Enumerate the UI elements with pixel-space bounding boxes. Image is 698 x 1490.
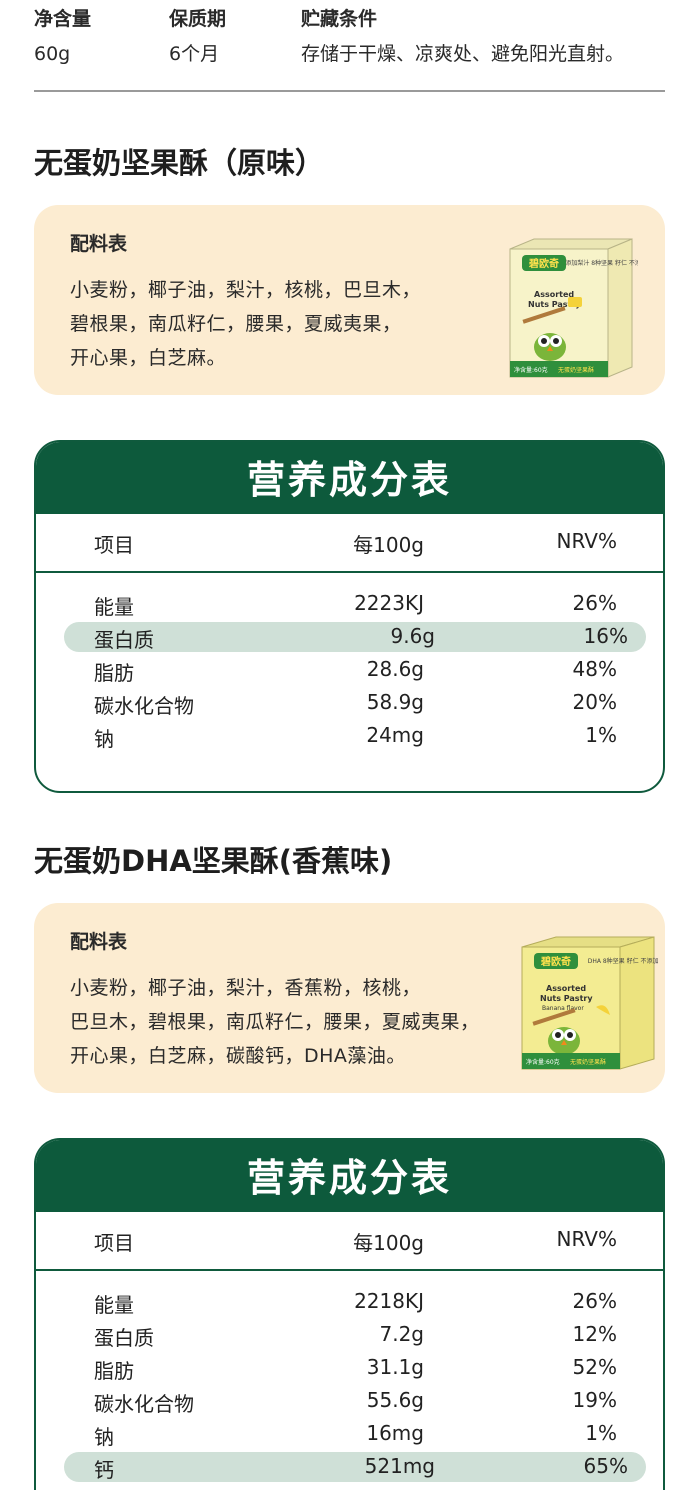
column-header-item: 项目: [94, 1231, 134, 1255]
table-row: 脂肪 31.1g 52%: [36, 1353, 663, 1383]
product-box-image: 碧欧奇 Assorted Nuts Pastry 净含量:60克 无蛋奶坚果酥 …: [498, 235, 675, 380]
ingredients-heading: 配料表: [70, 233, 128, 255]
box-name-en2: Nuts Pastry: [540, 994, 593, 1003]
nutrient-nrv: 26%: [572, 591, 617, 615]
column-header-per100g: 每100g: [353, 1231, 424, 1255]
nutrient-nrv: 19%: [572, 1388, 617, 1412]
nutrient-name: 能量: [94, 1293, 134, 1317]
column-header-nrv: NRV%: [556, 529, 617, 553]
table-row: 脂肪 28.6g 48%: [36, 655, 663, 685]
nutrient-per100g: 16mg: [366, 1421, 424, 1445]
spec-label: 保质期: [169, 8, 227, 30]
box-cn-name: 无蛋奶坚果酥: [558, 366, 594, 374]
spec-value: 60g: [34, 43, 71, 65]
nutrient-per100g: 9.6g: [390, 624, 435, 648]
table-row: 钠 16mg 1%: [36, 1419, 663, 1449]
box-net-weight: 净含量:60克: [526, 1058, 560, 1066]
product-box-image: 碧欧奇 Assorted Nuts Pastry Banana flavor 净…: [518, 935, 686, 1075]
nutrient-per100g: 521mg: [364, 1454, 435, 1478]
box-name-en: Assorted: [534, 290, 574, 299]
column-header-nrv: NRV%: [556, 1227, 617, 1251]
nutrient-per100g: 2223KJ: [354, 591, 424, 615]
product-title: 无蛋奶DHA坚果酥(香蕉味): [34, 844, 393, 878]
nutrient-per100g: 31.1g: [366, 1355, 424, 1379]
ingredients-line: 开心果，白芝麻。: [70, 347, 227, 369]
nutrient-per100g: 55.6g: [366, 1388, 424, 1412]
nutrient-per100g: 58.9g: [366, 690, 424, 714]
nutrient-name: 脂肪: [94, 661, 134, 685]
ingredients-line: 巴旦木，碧根果，南瓜籽仁，腰果，夏威夷果，: [70, 1011, 480, 1033]
nutrient-per100g: 7.2g: [379, 1322, 424, 1346]
nutrient-per100g: 2218KJ: [354, 1289, 424, 1313]
box-brand: 碧欧奇: [540, 955, 571, 968]
table-row: 能量 2218KJ 26%: [36, 1287, 663, 1317]
table-row: 钠 24mg 1%: [36, 721, 663, 751]
nutrient-name: 钙: [94, 1458, 114, 1482]
nutrient-nrv: 26%: [572, 1289, 617, 1313]
nutrient-nrv: 48%: [572, 657, 617, 681]
nutrient-name: 脂肪: [94, 1359, 134, 1383]
ingredients-card: 配料表 小麦粉，椰子油，梨汁，核桃，巴旦木， 碧根果，南瓜籽仁，腰果，夏威夷果，…: [34, 205, 675, 395]
column-header-item: 项目: [94, 533, 134, 557]
spec-value: 6个月: [169, 43, 220, 65]
spec-value: 存储于干燥、凉爽处、避免阳光直射。: [301, 43, 625, 65]
nutrition-table-title: 营养成分表: [36, 1140, 663, 1212]
nutrition-table-header: 项目 每100g NRV%: [36, 1212, 663, 1271]
nutrition-table-title: 营养成分表: [36, 442, 663, 514]
nutrient-name: 蛋白质: [94, 628, 154, 652]
ingredients-line: 小麦粉，椰子油，梨汁，香蕉粉，核桃，: [70, 977, 422, 999]
nutrient-nrv: 65%: [583, 1454, 628, 1478]
box-side-text: DHA 8种坚果 籽仁 不添加 黄油 鸡蛋: [588, 957, 658, 965]
nutrient-nrv: 52%: [572, 1355, 617, 1379]
column-header-per100g: 每100g: [353, 533, 424, 557]
box-flavor: Banana flavor: [542, 1005, 584, 1012]
box-brand: 碧欧奇: [528, 257, 559, 270]
spec-info-bar: 净含量 60g 保质期 6个月 贮藏条件 存储于干燥、凉爽处、避免阳光直射。: [34, 6, 665, 92]
ingredients-card: 配料表 小麦粉，椰子油，梨汁，香蕉粉，核桃， 巴旦木，碧根果，南瓜籽仁，腰果，夏…: [34, 903, 686, 1093]
nutrient-name: 钠: [94, 727, 114, 751]
nutrient-name: 能量: [94, 595, 134, 619]
nutrient-name: 钠: [94, 1425, 114, 1449]
spec-storage: 贮藏条件 存储于干燥、凉爽处、避免阳光直射。: [301, 6, 624, 67]
box-net-weight: 净含量:60克: [514, 366, 548, 374]
ingredients-line: 碧根果，南瓜籽仁，腰果，夏威夷果，: [70, 313, 402, 335]
spec-label: 贮藏条件: [301, 8, 378, 30]
product-box-illustration: 碧欧奇 Assorted Nuts Pastry 净含量:60克 无蛋奶坚果酥 …: [509, 238, 675, 378]
spec-label: 净含量: [34, 8, 92, 30]
product-box-illustration: 碧欧奇 Assorted Nuts Pastry Banana flavor 净…: [521, 936, 686, 1070]
nutrition-table: 营养成分表 项目 每100g NRV% 能量 2223KJ 26% 蛋白质 9.…: [34, 440, 665, 793]
nutrition-table-header: 项目 每100g NRV%: [36, 514, 663, 573]
spec-net-weight: 净含量 60g: [34, 6, 91, 67]
table-row-highlighted: 钙 521mg 65%: [64, 1452, 646, 1482]
box-name-en: Assorted: [546, 984, 586, 993]
nutrient-nrv: 16%: [583, 624, 628, 648]
box-cn-name: 无蛋奶坚果酥: [570, 1058, 606, 1066]
nutrient-nrv: 1%: [585, 723, 617, 747]
spec-shelf-life: 保质期 6个月: [169, 6, 226, 67]
nutrient-per100g: 28.6g: [366, 657, 424, 681]
nutrient-name: 碳水化合物: [94, 1392, 194, 1416]
table-row: 蛋白质 7.2g 12%: [36, 1320, 663, 1350]
product-title: 无蛋奶坚果酥（原味）: [34, 146, 325, 180]
nutrition-table: 营养成分表 项目 每100g NRV% 能量 2218KJ 26% 蛋白质 7.…: [34, 1138, 665, 1490]
table-row: 能量 2223KJ 26%: [36, 589, 663, 619]
nutrient-nrv: 12%: [572, 1322, 617, 1346]
nutrient-name: 碳水化合物: [94, 694, 194, 718]
ingredients-line: 小麦粉，椰子油，梨汁，核桃，巴旦木，: [70, 279, 422, 301]
nutrient-per100g: 24mg: [366, 723, 424, 747]
nutrient-name: 蛋白质: [94, 1326, 154, 1350]
ingredients-heading: 配料表: [70, 931, 128, 953]
box-side-text: 添加梨汁 8种坚果 籽仁 不添加 黄油 鸡蛋: [565, 259, 638, 267]
table-row: 碳水化合物 55.6g 19%: [36, 1386, 663, 1416]
table-row: 碳水化合物 58.9g 20%: [36, 688, 663, 718]
nutrient-nrv: 1%: [585, 1421, 617, 1445]
box-name-en2: Nuts Pastry: [528, 300, 581, 309]
table-row-highlighted: 蛋白质 9.6g 16%: [64, 622, 646, 652]
ingredients-line: 开心果，白芝麻，碳酸钙，DHA藻油。: [70, 1045, 406, 1067]
nutrient-nrv: 20%: [572, 690, 617, 714]
